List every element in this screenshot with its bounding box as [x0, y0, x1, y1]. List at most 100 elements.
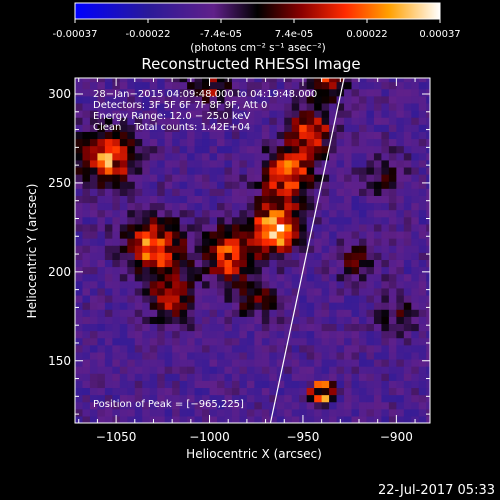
- heatmap-cell: [231, 110, 241, 118]
- heatmap-cell: [314, 266, 323, 275]
- heatmap-cell: [254, 88, 263, 97]
- heatmap-cell: [351, 124, 360, 132]
- heatmap-cell: [373, 138, 383, 147]
- heatmap-cell: [426, 78, 430, 83]
- heatmap-cell: [254, 223, 263, 232]
- heatmap-cell: [104, 238, 113, 246]
- heatmap-cell: [82, 102, 91, 111]
- x-tick-label: −950: [286, 430, 319, 444]
- heatmap-cell: [261, 138, 270, 147]
- heatmap-cell: [276, 238, 285, 246]
- heatmap-cell: [359, 252, 368, 260]
- heatmap-cell: [194, 238, 203, 246]
- heatmap-cell: [306, 81, 315, 90]
- heatmap-cell: [97, 408, 106, 417]
- heatmap-cell: [306, 245, 315, 253]
- chart-title: Reconstructed RHESSI Image: [141, 55, 360, 73]
- heatmap-cell: [157, 351, 166, 360]
- heatmap-cell: [231, 138, 241, 147]
- heatmap-cell: [359, 223, 368, 232]
- heatmap-cell: [127, 145, 136, 154]
- heatmap-cell: [179, 366, 188, 374]
- heatmap-cell: [112, 188, 121, 196]
- heatmap-cell: [321, 259, 330, 268]
- heatmap-cell: [112, 117, 121, 125]
- heatmap-cell: [291, 401, 300, 410]
- heatmap-cell: [157, 358, 166, 367]
- heatmap-cell: [418, 366, 427, 374]
- heatmap-cell: [194, 387, 203, 396]
- heatmap-cell: [231, 117, 241, 125]
- heatmap-cell: [239, 145, 248, 154]
- heatmap-cell: [351, 159, 360, 168]
- heatmap-cell: [269, 138, 278, 147]
- heatmap-cell: [164, 195, 173, 204]
- heatmap-cell: [202, 95, 211, 104]
- heatmap-cell: [224, 131, 233, 140]
- heatmap-cell: [104, 152, 113, 161]
- heatmap-cell: [119, 152, 128, 161]
- heatmap-cell: [89, 380, 99, 389]
- heatmap-cell: [418, 373, 427, 381]
- heatmap-cell: [299, 174, 308, 182]
- heatmap-cell: [82, 174, 91, 182]
- heatmap-cell: [336, 330, 345, 339]
- heatmap-cell: [239, 152, 248, 161]
- heatmap-cell: [217, 238, 226, 246]
- heatmap-cell: [426, 401, 430, 410]
- heatmap-cell: [336, 287, 345, 296]
- heatmap-cell: [149, 366, 158, 374]
- heatmap-cell: [321, 337, 330, 346]
- heatmap-cell: [97, 373, 106, 381]
- heatmap-cell: [373, 302, 383, 310]
- heatmap-cell: [194, 302, 203, 310]
- heatmap-cell: [172, 380, 181, 389]
- heatmap-cell: [284, 78, 293, 83]
- heatmap-cell: [104, 330, 113, 339]
- heatmap-cell: [217, 294, 226, 303]
- heatmap-cell: [231, 266, 241, 275]
- heatmap-cell: [299, 131, 308, 140]
- heatmap-cell: [351, 174, 360, 182]
- heatmap-cell: [351, 316, 360, 325]
- heatmap-cell: [119, 110, 128, 118]
- heatmap-cell: [359, 117, 368, 125]
- heatmap-cell: [209, 266, 218, 275]
- heatmap-cell: [284, 174, 293, 182]
- heatmap-cell: [276, 159, 285, 168]
- heatmap-cell: [89, 330, 99, 339]
- heatmap-cell: [82, 351, 91, 360]
- heatmap-cell: [194, 273, 203, 282]
- heatmap-cell: [344, 266, 353, 275]
- heatmap-cell: [217, 138, 226, 147]
- heatmap-cell: [231, 408, 241, 417]
- heatmap-cell: [127, 259, 136, 268]
- colorbar-tick-label: -0.00037: [53, 29, 98, 40]
- heatmap-cell: [179, 344, 188, 353]
- heatmap-cell: [284, 273, 293, 282]
- heatmap-cell: [217, 95, 226, 104]
- heatmap-cell: [254, 124, 263, 132]
- heatmap-cell: [359, 181, 368, 189]
- heatmap-cell: [351, 294, 360, 303]
- heatmap-cell: [306, 145, 315, 154]
- heatmap-cell: [246, 188, 255, 196]
- heatmap-cell: [75, 238, 84, 246]
- heatmap-cell: [366, 81, 375, 90]
- heatmap-cell: [351, 216, 360, 225]
- heatmap-cell: [388, 287, 397, 296]
- heatmap-cell: [164, 387, 173, 396]
- heatmap-cell: [82, 366, 91, 374]
- heatmap-cell: [82, 266, 91, 275]
- heatmap-cell: [373, 309, 383, 317]
- heatmap-cell: [418, 302, 427, 310]
- heatmap-cell: [373, 330, 383, 339]
- heatmap-cell: [142, 373, 151, 381]
- heatmap-cell: [403, 124, 412, 132]
- heatmap-cell: [261, 408, 270, 417]
- heatmap-cell: [194, 181, 203, 189]
- heatmap-cell: [381, 302, 390, 310]
- heatmap-cell: [127, 188, 136, 196]
- heatmap-cell: [134, 280, 143, 289]
- heatmap-cell: [239, 195, 248, 204]
